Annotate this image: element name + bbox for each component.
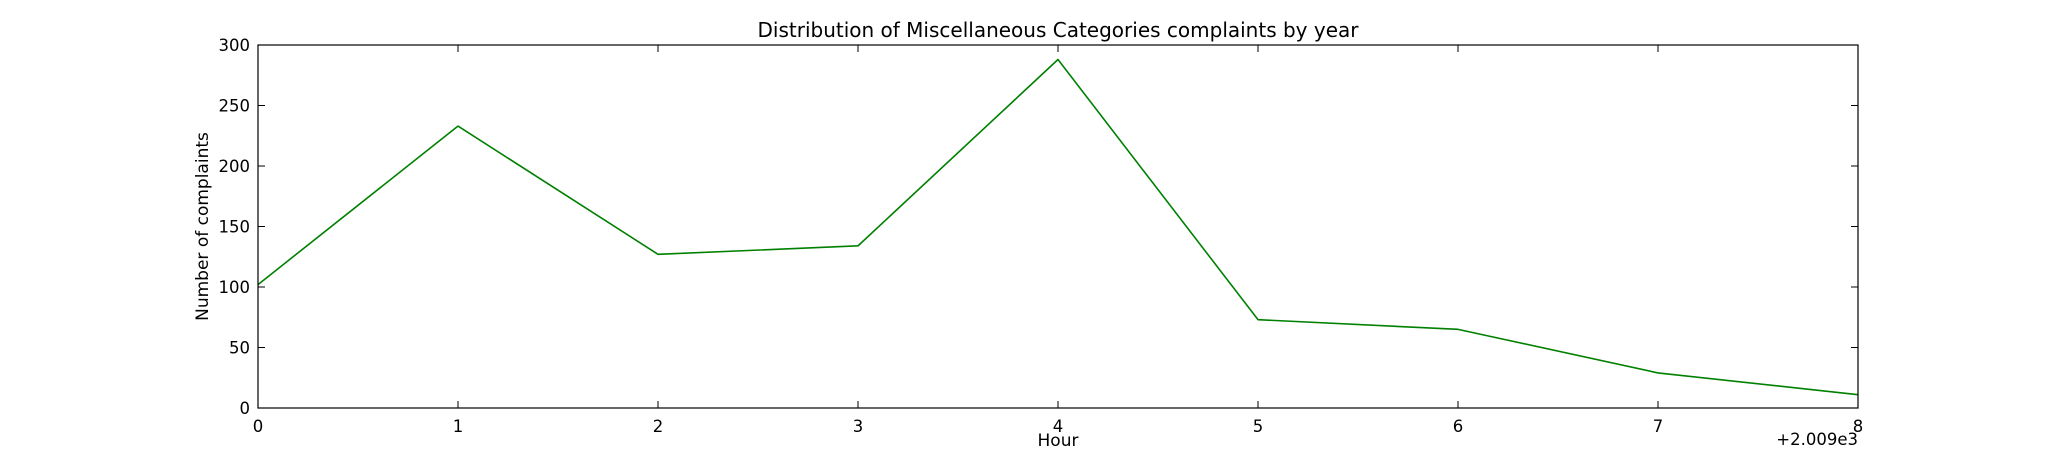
y-tick-label: 300 — [219, 36, 251, 55]
x-tick-label: 2 — [653, 417, 664, 436]
y-axis-label: Number of complaints — [193, 132, 213, 321]
series-line — [258, 60, 1858, 395]
y-tick-label: 50 — [229, 339, 250, 358]
y-tick-label: 200 — [219, 157, 251, 176]
y-tick-label: 0 — [240, 399, 251, 418]
x-tick-label: 1 — [453, 417, 464, 436]
y-tick-label: 250 — [219, 97, 251, 116]
plot-area-frame — [258, 45, 1858, 408]
x-tick-label: 6 — [1453, 417, 1464, 436]
x-axis-offset-label: +2.009e3 — [1776, 430, 1858, 449]
x-axis-label: Hour — [1038, 431, 1079, 450]
x-tick-label: 0 — [253, 417, 264, 436]
y-tick-label: 150 — [219, 218, 251, 237]
y-tick-label: 100 — [219, 278, 251, 297]
x-tick-label: 7 — [1653, 417, 1664, 436]
x-tick-label: 5 — [1253, 417, 1264, 436]
chart-title: Distribution of Miscellaneous Categories… — [758, 18, 1360, 42]
x-tick-label: 3 — [853, 417, 864, 436]
